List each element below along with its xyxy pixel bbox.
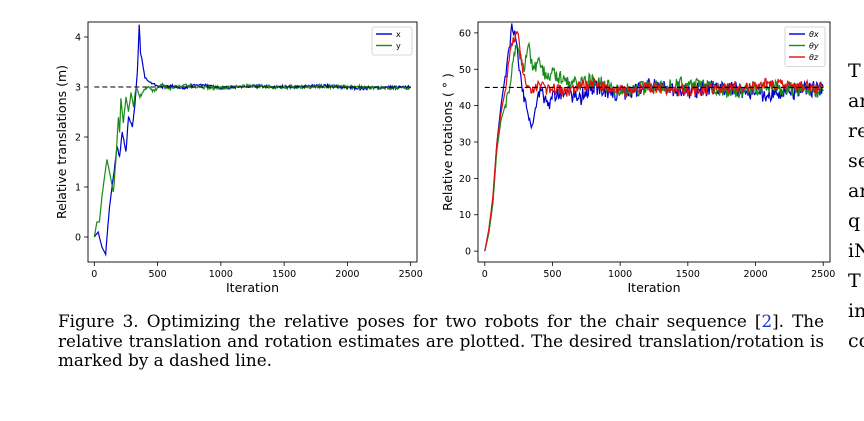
- y-axis-label: Relative rotations ( ° ): [440, 73, 455, 211]
- x-tick-label: 1000: [608, 269, 632, 280]
- y-tick-label: 50: [459, 65, 471, 76]
- x-tick-label: 2000: [335, 269, 359, 280]
- rotation-chart: 0 500 1000 1500 2000 2500 0 10 20 30 40 50 60 Iterati…: [440, 21, 835, 295]
- y-tick-label: 30: [459, 138, 471, 149]
- legend-box: [784, 26, 826, 67]
- x-tick-label: 0: [482, 269, 488, 280]
- legend-box: [371, 26, 413, 56]
- x-tick-label: 500: [543, 269, 561, 280]
- side-text-line: T: [848, 60, 861, 82]
- caption-text-start: Optimizing the relative poses for two ro…: [146, 311, 762, 331]
- x-tick-label: 500: [149, 269, 167, 280]
- side-text-line: iN: [848, 240, 864, 262]
- side-text-line: re: [848, 120, 864, 142]
- side-text-line: ar: [848, 90, 864, 112]
- y-axis-label: Relative translations (m): [54, 65, 69, 219]
- y-tick-label: 1: [75, 183, 81, 194]
- side-text-column: Tar re se ar q iN Tin co: [848, 56, 864, 356]
- legend-label-y: y: [396, 42, 401, 51]
- x-axis-label: Iteration: [627, 280, 680, 295]
- y-tick-label: 2: [75, 133, 81, 144]
- caption-label: Figure 3.: [58, 311, 139, 331]
- x-axis-label: Iteration: [226, 280, 279, 295]
- legend-label-θx: θx: [809, 30, 819, 39]
- series-line-θz: [484, 30, 824, 252]
- y-tick-label: 3: [75, 83, 81, 94]
- x-tick-label: 2500: [399, 269, 423, 280]
- legend-label-x: x: [396, 30, 401, 39]
- side-text-line: ar: [848, 180, 864, 202]
- side-text-line: co: [848, 330, 864, 352]
- y-tick-label: 40: [459, 101, 471, 112]
- y-tick-label: 60: [459, 28, 471, 39]
- series-line-θy: [484, 41, 824, 252]
- y-tick-label: 0: [75, 233, 81, 244]
- y-tick-label: 0: [465, 247, 471, 258]
- y-tick-label: 10: [459, 210, 471, 221]
- x-tick-label: 2500: [811, 269, 835, 280]
- y-tick-label: 4: [75, 33, 81, 44]
- side-text-line: q: [848, 210, 861, 232]
- legend-label-θy: θy: [809, 42, 819, 51]
- legend-label-θz: θz: [809, 53, 819, 62]
- x-tick-label: 1500: [676, 269, 700, 280]
- figure-caption: Figure 3. Optimizing the relative poses …: [58, 311, 825, 371]
- x-tick-label: 1500: [272, 269, 296, 280]
- x-tick-label: 0: [91, 269, 97, 280]
- series-line-x: [93, 24, 412, 257]
- side-text-line: se: [848, 150, 864, 172]
- side-text-line: T: [848, 270, 861, 292]
- y-tick-label: 20: [459, 174, 471, 185]
- side-text-line: in: [848, 300, 864, 322]
- plot-frame: [87, 21, 418, 263]
- x-tick-label: 1000: [209, 269, 233, 280]
- citation-link[interactable]: 2: [761, 311, 773, 331]
- translation-chart: 0 500 1000 1500 2000 2500 0 1 2 3 4 Iteration Relati…: [54, 21, 423, 295]
- series-line-y: [93, 81, 412, 238]
- series-line-θx: [484, 23, 824, 252]
- x-tick-label: 2000: [743, 269, 767, 280]
- caption-text-end: ]. The relative translation and rotation…: [58, 311, 825, 370]
